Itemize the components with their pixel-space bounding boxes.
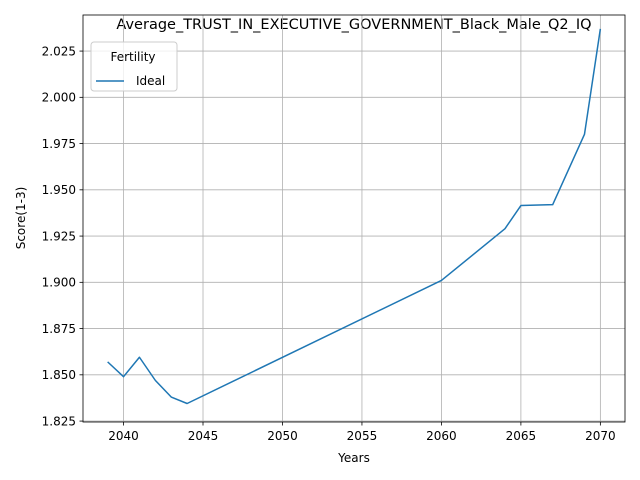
chart-title: Average_TRUST_IN_EXECUTIVE_GOVERNMENT_Bl… [116, 17, 591, 33]
grid [83, 15, 625, 422]
y-tick-label: 1.900 [42, 276, 76, 290]
y-tick-label: 1.950 [42, 183, 76, 197]
plot-frame [82, 14, 626, 423]
x-tick-label: 2050 [267, 429, 298, 443]
series-group [107, 28, 602, 405]
y-axis-label: Score(1-3) [14, 187, 28, 250]
legend-title: Fertility [110, 50, 155, 64]
x-tick-label: 2060 [426, 429, 457, 443]
y-tick-label: 1.850 [42, 368, 76, 382]
y-tick-label: 2.025 [42, 44, 76, 58]
y-tick-label: 2.000 [42, 91, 76, 105]
legend-label-ideal: Ideal [136, 74, 165, 88]
x-axis-label: Years [337, 451, 370, 465]
legend-box [90, 41, 178, 92]
x-tick-label: 2065 [506, 429, 537, 443]
series-line-ideal [107, 28, 602, 405]
y-tick-label: 1.875 [42, 322, 76, 336]
y-tick-label: 1.975 [42, 137, 76, 151]
x-tick-label: 2070 [585, 429, 616, 443]
y-tick-label: 1.925 [42, 229, 76, 243]
y-tick-label: 1.825 [42, 414, 76, 428]
axis-ticks: 2040 2045 2050 2055 2060 2065 2070 1.825 1.850 1.… [42, 44, 616, 443]
legend: Fertility Ideal [90, 41, 178, 92]
x-tick-label: 2045 [188, 429, 219, 443]
x-tick-label: 2055 [347, 429, 378, 443]
x-tick-label: 2040 [108, 429, 139, 443]
